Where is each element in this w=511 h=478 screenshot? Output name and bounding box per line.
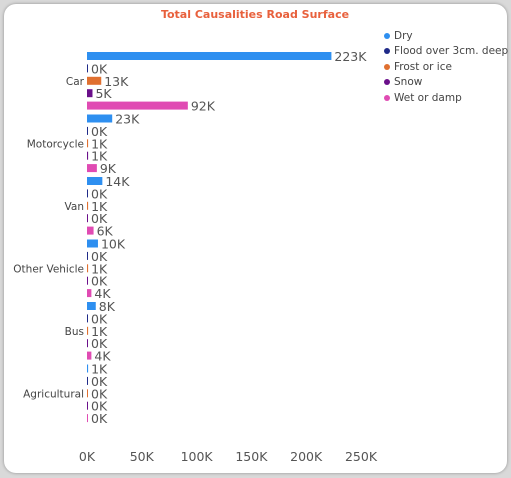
bar[interactable]	[87, 201, 89, 210]
bar[interactable]	[87, 52, 332, 60]
bar[interactable]	[87, 339, 88, 348]
chart-title: Total Causalities Road Surface	[160, 8, 350, 21]
data-label: 1K	[91, 324, 108, 339]
x-tick-label: 100K	[181, 449, 214, 464]
data-label: 0K	[91, 336, 108, 351]
legend-item[interactable]: Dry	[384, 28, 508, 44]
legend-label: Frost or ice	[394, 60, 452, 73]
bar[interactable]	[87, 101, 188, 110]
data-label: 0K	[91, 249, 108, 264]
legend-dot-icon	[384, 63, 390, 70]
data-label: 1K	[91, 362, 108, 377]
data-label: 14K	[105, 174, 130, 189]
data-label: 0K	[91, 274, 108, 289]
bar[interactable]	[87, 89, 93, 98]
data-label: 0K	[91, 211, 108, 226]
category-label: Van	[65, 201, 84, 213]
data-label: 1K	[91, 136, 108, 151]
data-label: 1K	[91, 199, 108, 214]
data-label: 92K	[191, 99, 216, 114]
bar[interactable]	[87, 76, 102, 85]
data-label: 0K	[91, 124, 108, 139]
data-label: 6K	[97, 224, 114, 239]
bar[interactable]	[87, 364, 89, 373]
category-label: Other Vehicle	[13, 263, 84, 275]
bar[interactable]	[87, 376, 88, 385]
data-label: 8K	[99, 299, 116, 314]
bar[interactable]	[87, 177, 103, 185]
bar[interactable]	[87, 326, 89, 335]
legend-label: Dry	[394, 29, 413, 42]
legend-item[interactable]: Wet or damp	[384, 90, 508, 106]
legend-dot-icon	[384, 48, 390, 55]
data-label: 1K	[91, 261, 108, 276]
legend-item[interactable]: Frost or ice	[384, 59, 508, 75]
bar[interactable]	[87, 401, 88, 410]
data-label: 9K	[100, 161, 117, 176]
bar[interactable]	[87, 264, 89, 273]
data-label: 0K	[91, 411, 108, 426]
bar[interactable]	[87, 289, 92, 298]
bar[interactable]	[87, 226, 94, 235]
bar[interactable]	[87, 64, 88, 73]
legend-dot-icon	[384, 79, 390, 86]
data-label: 0K	[91, 61, 108, 76]
data-label: 13K	[104, 74, 129, 89]
legend-item[interactable]: Snow	[384, 75, 508, 91]
bar[interactable]	[87, 414, 88, 423]
bar[interactable]	[87, 302, 96, 310]
x-tick-label: 200K	[290, 449, 323, 464]
data-label: 0K	[91, 186, 108, 201]
data-label: 10K	[101, 237, 126, 252]
bar[interactable]	[87, 151, 89, 160]
bar[interactable]	[87, 251, 88, 260]
data-label: 0K	[91, 311, 108, 326]
category-label: Motorcycle	[27, 138, 84, 150]
bar[interactable]	[87, 139, 89, 148]
legend-dot-icon	[384, 32, 390, 39]
x-tick-label: 0K	[79, 449, 96, 464]
legend-label: Snow	[394, 76, 423, 89]
bar[interactable]	[87, 214, 88, 223]
bar[interactable]	[87, 389, 88, 398]
data-label: 0K	[91, 374, 108, 389]
data-label: 0K	[91, 386, 108, 401]
bar[interactable]	[87, 314, 88, 323]
data-label: 5K	[95, 86, 112, 101]
data-label: 23K	[115, 112, 140, 127]
category-label: Car	[66, 76, 85, 88]
category-label: Bus	[65, 326, 84, 338]
data-label: 4K	[94, 349, 111, 364]
x-tick-label: 250K	[345, 449, 378, 464]
bar[interactable]	[87, 276, 88, 285]
chart-legend: Dry Flood over 3cm. deep Frost or ice Snow W…	[384, 28, 508, 106]
bar[interactable]	[87, 114, 113, 123]
data-label: 0K	[91, 399, 108, 414]
data-label: 1K	[91, 149, 108, 164]
bar[interactable]	[87, 351, 92, 360]
x-tick-label: 150K	[235, 449, 268, 464]
data-label: 223K	[334, 49, 367, 64]
legend-dot-icon	[384, 94, 390, 101]
legend-label: Flood over 3cm. deep	[394, 45, 509, 58]
x-tick-label: 50K	[130, 449, 155, 464]
category-label: Agricultural	[23, 388, 84, 400]
bar[interactable]	[87, 189, 88, 198]
bar[interactable]	[87, 164, 97, 173]
legend-item[interactable]: Flood over 3cm. deep	[384, 44, 508, 60]
bar[interactable]	[87, 239, 98, 248]
data-label: 4K	[94, 286, 111, 301]
legend-label: Wet or damp	[394, 91, 462, 104]
bar[interactable]	[87, 126, 88, 135]
